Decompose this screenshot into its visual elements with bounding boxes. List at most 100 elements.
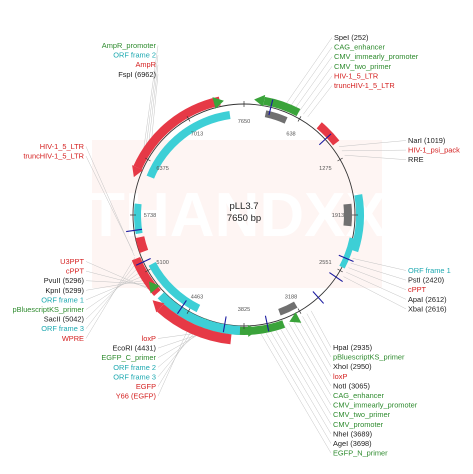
feature-label: CMV_two_primer — [334, 62, 392, 71]
leader-line — [145, 55, 159, 153]
leader-line — [147, 64, 159, 148]
feature-label: cPPT — [408, 285, 427, 294]
egfp-arc — [157, 304, 232, 345]
feature-label: U3PPT — [60, 257, 84, 266]
leader-line — [343, 276, 407, 310]
promoter-head-0 — [212, 97, 224, 109]
site-mark-1 — [318, 133, 332, 146]
feature-label: XhoI (2950) — [333, 362, 372, 371]
leader-line — [288, 322, 332, 396]
tick-label: 638 — [286, 132, 295, 138]
leader-line — [302, 316, 332, 367]
tick-label: 2551 — [319, 260, 331, 266]
leader-line — [284, 37, 333, 106]
site-mark-6 — [222, 316, 227, 333]
feature-label: SacII (5042) — [44, 315, 84, 324]
gray-bottom-arc — [278, 301, 298, 316]
position-ticks: 7650 638 1275 1913 2551 3188 3825 4463 5100 5738 6… — [130, 101, 358, 329]
tick-mark — [145, 268, 151, 273]
leader-line — [294, 56, 333, 110]
tick-label: 3188 — [285, 294, 297, 300]
leader-line — [85, 266, 140, 320]
feature-label: ORF frame 1 — [41, 295, 84, 304]
promoter-head-2 — [289, 312, 302, 323]
tick-mark — [297, 116, 302, 122]
leader-line — [85, 155, 133, 252]
promoter-head-4 — [148, 281, 160, 294]
leader-line — [85, 280, 150, 285]
feature-label: CMV_immearly_promoter — [334, 52, 419, 61]
tick-label: 5738 — [144, 213, 156, 219]
feature-label: ORF frame 3 — [41, 324, 84, 333]
hiv-ltr-arc — [316, 122, 340, 146]
tick-label: 6375 — [156, 166, 168, 172]
leader-line — [142, 45, 159, 157]
feature-arcs — [126, 94, 364, 345]
tick-label: 1275 — [319, 166, 331, 172]
cmv-gray-arc — [264, 110, 288, 124]
feature-label: HIV-1_psi_pack — [408, 146, 460, 155]
orf-left-arc — [148, 261, 201, 313]
feature-label: ORF frame 1 — [408, 266, 451, 275]
orf-frame-3-arc — [133, 203, 143, 235]
leader-line — [264, 330, 332, 444]
feature-label: PstI (2420) — [408, 276, 444, 285]
leader-line — [150, 74, 159, 144]
leader-line — [283, 324, 332, 406]
leader-line — [85, 261, 138, 329]
leader-line — [85, 270, 153, 289]
feature-label: EcoRI (4431) — [112, 344, 156, 353]
site-mark-5 — [264, 315, 270, 332]
leader-line — [85, 257, 136, 339]
leader-line — [348, 267, 407, 290]
leader-line — [352, 258, 407, 271]
feature-label: ORF frame 2 — [113, 363, 156, 372]
leader-line — [85, 271, 142, 310]
site-mark-7 — [177, 300, 187, 314]
egfp-orf-arc — [157, 292, 241, 335]
feature-label: CMV_immearly_promoter — [333, 401, 418, 410]
feature-label: HIV-1_5_LTR — [40, 142, 84, 151]
feature-label: FspI (6962) — [118, 70, 156, 79]
feature-label: XbaI (2616) — [408, 304, 447, 313]
feature-label: truncHIV-1_5_LTR — [23, 152, 84, 161]
tick-mark — [297, 308, 302, 314]
leader-line — [85, 275, 145, 301]
feature-label: CAG_enhancer — [333, 391, 384, 400]
leader-line — [303, 75, 333, 115]
feature-label: loxP — [142, 334, 156, 343]
feature-label: WPRE — [62, 334, 84, 343]
egfp-arc-head — [152, 300, 165, 313]
site-mark-0 — [268, 99, 274, 116]
feature-label: pBluescriptKS_primer — [333, 353, 405, 362]
tick-label: 1913 — [332, 213, 344, 219]
site-mark-4 — [312, 291, 325, 304]
feature-label: CMV_promoter — [333, 420, 384, 429]
site-mark-8 — [135, 258, 151, 266]
ltr-left-arc — [135, 236, 149, 253]
leader-line — [298, 66, 333, 112]
feature-label: ORF frame 2 — [113, 51, 156, 60]
feature-label: EGFP — [136, 382, 156, 391]
tick-label: 7650 — [238, 119, 250, 125]
feature-label: EGFP_N_primer — [333, 449, 388, 458]
feature-label: cPPT — [66, 267, 85, 276]
tick-mark — [145, 157, 151, 162]
feature-label: ApaI (2612) — [408, 295, 447, 304]
tick-label: 3825 — [238, 307, 250, 313]
leader-line — [345, 271, 407, 300]
plasmid-name: pLL3.7 — [229, 201, 258, 212]
rre-arc — [343, 203, 352, 227]
orf-right-arc — [339, 237, 356, 269]
ampr-arc-head — [132, 165, 144, 178]
tick-label: 4463 — [191, 294, 203, 300]
feature-label: truncHIV-1_5_LTR — [334, 81, 395, 90]
leader-line — [293, 320, 332, 387]
leader-line — [157, 319, 193, 397]
site-mark-2 — [338, 254, 354, 263]
leader-line — [341, 149, 407, 152]
leader-line — [278, 326, 332, 415]
feature-label: PvuII (5296) — [44, 276, 84, 285]
